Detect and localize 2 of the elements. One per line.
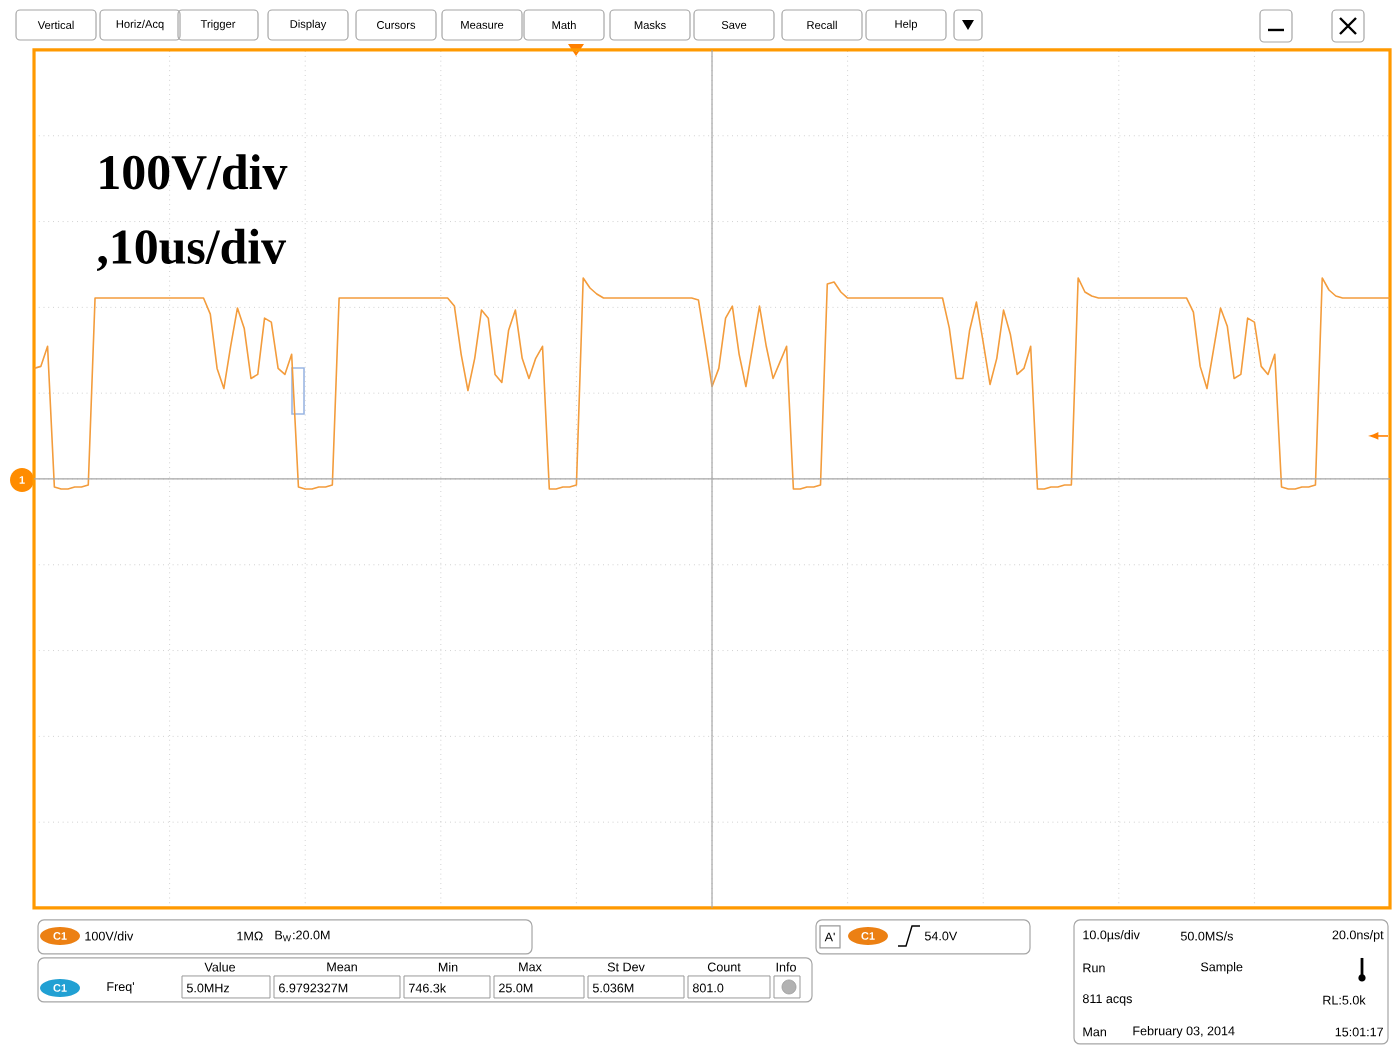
text: ,10us/div [97,228,287,272]
text: 100V/div [100,154,288,190]
